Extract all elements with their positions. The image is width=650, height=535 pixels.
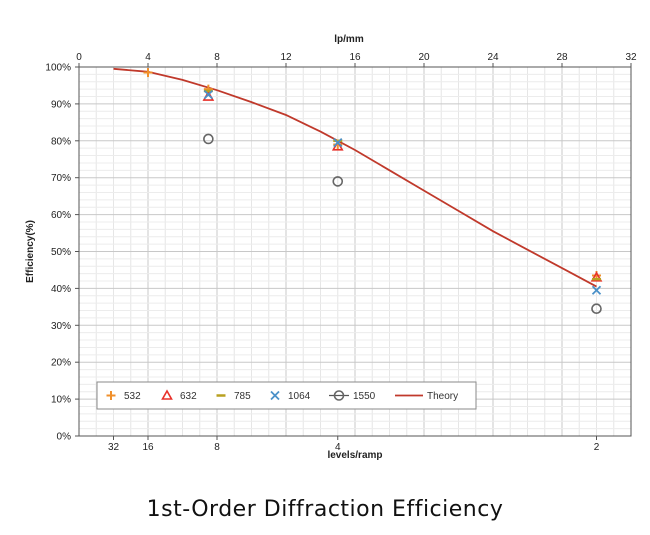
y-axis: 0% 10% 20% 30% 40% 50% 60% 70% 80% 90% 100%: [45, 63, 79, 443]
bottom-axis-tick-label: 8: [214, 442, 220, 453]
top-axis-tick-label: 4: [145, 52, 151, 63]
legend-item-785: 785: [216, 391, 251, 402]
legend-swatch: [270, 390, 280, 401]
y-axis-tick-label: 80%: [51, 136, 71, 147]
top-axis-tick-label: 20: [418, 52, 430, 63]
bottom-axis-tick-label: 16: [142, 442, 154, 453]
legend-label: Theory: [427, 391, 458, 402]
data-point-1550: [591, 303, 602, 314]
top-axis: 0 4 8 12 16 20 24 28 32: [76, 52, 637, 67]
bottom-axis-title: levels/ramp: [327, 450, 382, 461]
legend-item-1064: 1064: [270, 390, 311, 402]
grid: [78, 66, 632, 437]
y-axis-tick-label: 70%: [51, 173, 71, 184]
y-axis-tick-label: 0%: [57, 432, 72, 443]
legend-label: 632: [180, 391, 197, 402]
legend-swatch: [161, 389, 173, 400]
y-axis-tick-label: 50%: [51, 247, 71, 258]
legend-item-532: 532: [106, 391, 141, 402]
y-axis-tick-label: 40%: [51, 284, 71, 295]
legend-label: 1550: [353, 391, 376, 402]
legend-swatch: [333, 390, 345, 401]
data-point-1064: [203, 90, 214, 100]
top-axis-tick-label: 8: [214, 52, 220, 63]
series-line-theory: [113, 67, 597, 288]
data-point-1550: [332, 176, 344, 187]
y-axis-tick-label: 60%: [51, 210, 71, 221]
data-point-1064: [591, 285, 602, 295]
legend-swatch: [106, 391, 116, 400]
data-series: [113, 67, 603, 314]
top-axis-tick-label: 28: [556, 52, 568, 63]
top-axis-tick-label: 12: [280, 52, 292, 63]
legend-label: 1064: [288, 391, 311, 402]
bottom-axis: 32 16 8 4 2: [108, 436, 600, 453]
efficiency-chart: 0 4 8 12 16 20 24 28 32 32 16 8 4 2 0% 10% 20% 30% 40% 50…: [25, 34, 637, 461]
legend-item-632: 632: [161, 389, 197, 402]
y-axis-tick-label: 10%: [51, 395, 71, 406]
y-axis-tick-label: 30%: [51, 321, 71, 332]
legend-item-1550: 1550: [329, 390, 376, 402]
y-axis-tick-label: 90%: [51, 99, 71, 110]
chart-caption: 1st-Order Diffraction Efficiency: [146, 497, 504, 522]
top-axis-tick-label: 32: [625, 52, 637, 63]
bottom-axis-tick-label: 2: [594, 442, 600, 453]
legend-item-Theory: Theory: [395, 391, 458, 402]
data-point-1550: [203, 133, 214, 145]
y-axis-tick-label: 20%: [51, 358, 71, 369]
legend-label: 785: [234, 391, 251, 402]
data-point-532: [143, 68, 153, 78]
bottom-axis-tick-label: 32: [108, 442, 120, 453]
top-axis-tick-label: 16: [349, 52, 361, 63]
top-axis-tick-label: 24: [487, 52, 499, 63]
data-point-1064: [333, 138, 343, 148]
y-axis-title: Efficiency(%): [25, 220, 36, 283]
data-point-632: [590, 271, 603, 282]
top-axis-title: lp/mm: [334, 34, 364, 45]
legend-label: 532: [124, 391, 141, 402]
y-axis-tick-label: 100%: [45, 63, 71, 74]
top-axis-tick-label: 0: [76, 52, 82, 63]
bottom-axis-tick-label: 4: [335, 442, 341, 453]
legend: 532 632 785 1064 1550 Theory: [96, 381, 477, 410]
